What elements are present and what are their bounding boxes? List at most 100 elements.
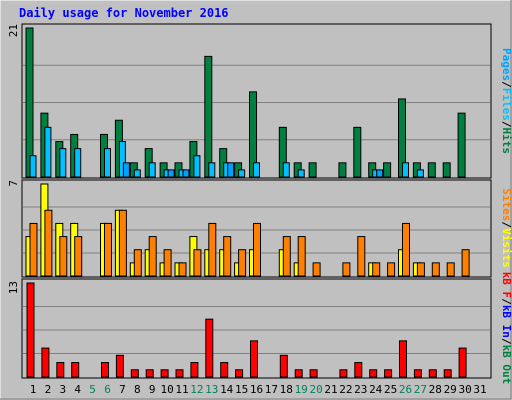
bar-files-day-9 xyxy=(148,162,156,178)
bar-sites-day-15 xyxy=(238,249,247,277)
y-label-part: kB F xyxy=(500,272,512,299)
bar-sites-day-6 xyxy=(104,222,112,277)
y-label-part: Files xyxy=(500,88,512,121)
bar-kb-f-day-12 xyxy=(190,362,199,378)
x-tick-label-4: 4 xyxy=(74,383,81,396)
bar-kb-f-day-28 xyxy=(428,369,437,378)
panel-kbytes: 13 kB F/kB In/kB Out xyxy=(7,272,512,385)
bar-files-day-26 xyxy=(402,162,409,178)
bar-sites-day-10 xyxy=(163,249,172,277)
x-tick-label-21: 21 xyxy=(324,383,337,396)
bar-sites-day-3 xyxy=(59,236,68,277)
x-tick-label-30: 30 xyxy=(458,383,471,396)
x-tick-label-22: 22 xyxy=(339,383,352,396)
ymax-label: 7 xyxy=(7,180,20,187)
panel-bars xyxy=(25,27,466,178)
bar-sites-day-2 xyxy=(44,209,53,277)
x-tick-label-5: 5 xyxy=(89,383,96,396)
x-tick-label-19: 19 xyxy=(295,383,308,396)
y-axis-label: kB F/kB In/kB Out xyxy=(500,272,512,385)
bar-hits-day-23 xyxy=(353,126,362,178)
bar-hits-day-13 xyxy=(204,55,213,178)
x-tick-label-3: 3 xyxy=(59,383,66,396)
bar-files-day-4 xyxy=(74,148,82,178)
bar-sites-day-8 xyxy=(133,249,142,277)
bar-pages-day-14 xyxy=(227,162,235,178)
y-label-part: Visits xyxy=(500,228,512,268)
bar-files-day-1 xyxy=(29,155,37,178)
bar-files-day-12 xyxy=(193,155,201,178)
bar-sites-day-4 xyxy=(74,236,83,277)
x-tick-label-1: 1 xyxy=(30,383,37,396)
bar-kb-f-day-24 xyxy=(369,369,378,378)
bar-hits-day-30 xyxy=(457,112,466,178)
panel-visits-sites: 7 Sites/Visits xyxy=(7,179,512,278)
x-tick-label-29: 29 xyxy=(444,383,457,396)
bar-kb-f-day-1 xyxy=(26,282,35,378)
x-tick-label-20: 20 xyxy=(309,383,322,396)
bar-kb-f-day-19 xyxy=(294,369,303,378)
panel-bars xyxy=(26,282,467,378)
bar-files-day-13 xyxy=(208,162,216,178)
bar-files-day-2 xyxy=(44,126,52,178)
y-axis-label: Pages/Files/Hits xyxy=(500,48,512,154)
bar-sites-day-18 xyxy=(282,236,291,277)
bar-sites-day-25 xyxy=(387,262,396,277)
bar-kb-f-day-10 xyxy=(160,369,169,378)
bar-files-day-19 xyxy=(297,169,305,178)
x-tick-label-2: 2 xyxy=(45,383,52,396)
x-tick-label-6: 6 xyxy=(104,383,111,396)
x-tick-label-24: 24 xyxy=(369,383,383,396)
bar-kb-f-day-9 xyxy=(145,369,154,378)
x-tick-label-27: 27 xyxy=(414,383,427,396)
bar-files-day-3 xyxy=(59,148,67,178)
bar-kb-f-day-18 xyxy=(279,354,288,378)
bar-hits-day-1 xyxy=(25,27,34,178)
bar-sites-day-26 xyxy=(402,222,410,277)
bar-sites-day-22 xyxy=(342,262,351,277)
bar-pages-day-7 xyxy=(122,162,130,178)
bar-hits-day-28 xyxy=(427,162,436,178)
x-tick-label-15: 15 xyxy=(235,383,248,396)
bar-files-day-15 xyxy=(238,169,246,178)
ymax-label: 13 xyxy=(7,281,20,294)
bar-files-day-7 xyxy=(118,141,126,178)
y-label-part: Hits xyxy=(500,128,512,155)
bar-sites-day-27 xyxy=(416,262,425,277)
bar-files-day-27 xyxy=(416,169,424,178)
bar-hits-day-29 xyxy=(442,162,451,178)
y-label-part: Sites xyxy=(500,188,512,221)
bar-sites-day-11 xyxy=(178,262,187,277)
bar-kb-f-day-7 xyxy=(115,354,124,378)
bar-sites-day-13 xyxy=(208,222,217,277)
bar-sites-day-1 xyxy=(29,222,38,277)
x-tick-label-8: 8 xyxy=(134,383,141,396)
bar-files-day-8 xyxy=(133,169,141,178)
y-label-part: / xyxy=(500,221,512,228)
bar-sites-day-19 xyxy=(297,236,306,277)
bar-sites-day-12 xyxy=(193,249,202,277)
bar-files-day-6 xyxy=(104,148,111,178)
bar-kb-f-day-27 xyxy=(413,369,422,378)
x-tick-label-28: 28 xyxy=(429,383,442,396)
y-label-part: Pages xyxy=(500,48,512,81)
y-label-part: / xyxy=(500,81,512,88)
bar-kb-f-day-11 xyxy=(175,369,184,378)
ymax-label: 21 xyxy=(7,24,20,37)
chart-title: Daily usage for November 2016 xyxy=(19,6,229,20)
y-label-part: kB Out xyxy=(500,345,512,385)
bar-kb-f-day-13 xyxy=(205,318,214,378)
panel-hits-files-pages: 21 Pages/Files/Hits xyxy=(7,23,512,179)
bar-kb-f-day-3 xyxy=(56,362,65,378)
bar-kb-f-day-22 xyxy=(339,369,348,378)
x-tick-label-10: 10 xyxy=(160,383,173,396)
bar-sites-day-9 xyxy=(148,236,157,277)
x-tick-label-17: 17 xyxy=(265,383,278,396)
bar-sites-day-14 xyxy=(223,236,232,277)
y-label-part: / xyxy=(500,338,512,345)
x-tick-label-13: 13 xyxy=(205,383,218,396)
bar-kb-f-day-30 xyxy=(458,347,467,378)
x-tick-label-14: 14 xyxy=(220,383,234,396)
x-tick-label-26: 26 xyxy=(399,383,412,396)
